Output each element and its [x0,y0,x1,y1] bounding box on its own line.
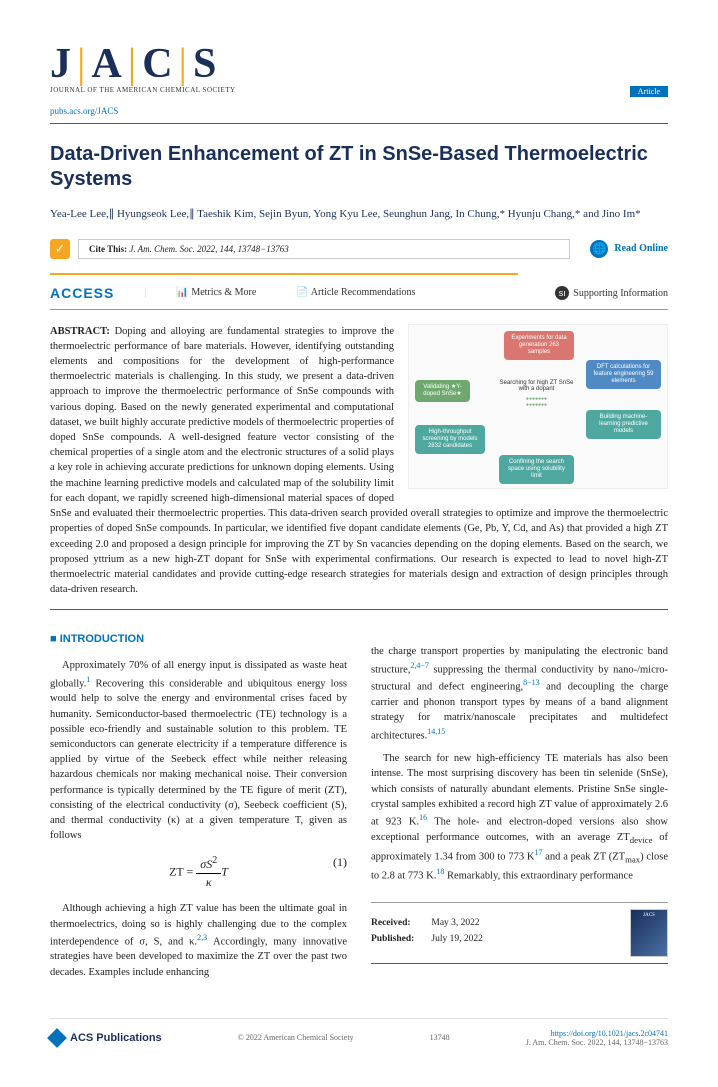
ref-1415[interactable]: 14,15 [427,727,445,736]
copyright: © 2022 American Chemical Society [238,1033,354,1042]
dates: Received: May 3, 2022 Published: July 19… [371,917,483,949]
acs-publications-logo: ACS Publications [50,1031,162,1045]
body-columns: INTRODUCTION Approximately 70% of all en… [50,614,668,987]
published-date: July 19, 2022 [431,934,482,944]
cite-box[interactable]: Cite This: J. Am. Chem. Soc. 2022, 144, … [78,239,570,259]
intro-header: INTRODUCTION [50,632,347,648]
journal-full-name: JOURNAL OF THE AMERICAN CHEMICAL SOCIETY [50,86,668,94]
toc-box-dft: DFT calculations for feature engineering… [586,360,661,390]
recommendations-link[interactable]: 📄 Article Recommendations [296,287,415,298]
divider-icon: | [144,287,146,298]
received-label: Received: [371,917,429,931]
cite-bar: ✓ Cite This: J. Am. Chem. Soc. 2022, 144… [50,239,668,259]
cite-label: Cite This: [89,244,127,254]
check-icon: ✓ [50,239,70,259]
intro-p4: The search for new high-efficiency TE ma… [371,751,668,883]
read-online-label: Read Online [614,243,668,254]
received-date: May 3, 2022 [431,918,479,928]
molecule-icon: ●●●●●●●●●●●●●● [494,396,579,408]
left-column: INTRODUCTION Approximately 70% of all en… [50,614,347,987]
access-bar: ACCESS | 📊 Metrics & More 📄 Article Reco… [50,277,668,310]
doi-link[interactable]: https://doi.org/10.1021/jacs.2c04741 [526,1029,668,1038]
published-label: Published: [371,933,429,947]
pubs-link[interactable]: pubs.acs.org/JACS [50,106,118,116]
dates-box: Received: May 3, 2022 Published: July 19… [371,902,668,964]
equation-1: ZT = σS2κT (1) [50,854,347,892]
abstract-section: Experiments for data generation 263 samp… [50,324,668,598]
cite-text: J. Am. Chem. Soc. 2022, 144, 13748−13763 [129,244,288,254]
toc-center-label: Searching for high ZT SnSe with a dopant… [494,380,579,408]
toc-box-ml: Building machine-learning predictive mod… [586,410,661,440]
ref-16[interactable]: 16 [419,813,427,822]
si-icon: sı [555,286,569,300]
intro-p3: the charge transport properties by manip… [371,644,668,743]
footer-citation: https://doi.org/10.1021/jacs.2c04741 J. … [526,1029,668,1047]
read-online-button[interactable]: 🌐 Read Online [590,240,668,258]
header-divider [50,123,668,124]
page-number: 13748 [430,1033,450,1042]
jacs-logo: J|A|C|S [50,40,668,88]
toc-box-experiments: Experiments for data generation 263 samp… [504,331,574,361]
orange-divider [50,273,518,275]
section-divider [50,609,668,610]
diamond-icon [47,1028,67,1048]
intro-p1: Approximately 70% of all energy input is… [50,658,347,843]
journal-header: J|A|C|S JOURNAL OF THE AMERICAN CHEMICAL… [50,40,668,94]
page: J|A|C|S JOURNAL OF THE AMERICAN CHEMICAL… [0,0,718,1087]
metrics-link[interactable]: 📊 Metrics & More [176,287,256,298]
access-label: ACCESS [50,285,114,301]
right-column: the charge transport properties by manip… [371,614,668,987]
toc-box-screening: High-throughput screening by models 2832… [415,425,485,455]
cover-thumbnail: JACS [630,909,668,957]
si-link[interactable]: sıSupporting Information [555,286,668,300]
toc-box-confining: Confining the search space using solubil… [499,455,574,485]
article-type-tag: Article [630,86,668,97]
footer-cite: J. Am. Chem. Soc. 2022, 144, 13748−13763 [526,1038,668,1047]
toc-graphic: Experiments for data generation 263 samp… [408,324,668,489]
ref-247[interactable]: 2,4−7 [410,661,429,670]
article-title: Data-Driven Enhancement of ZT in SnSe-Ba… [50,142,668,192]
abstract-label: ABSTRACT: [50,326,110,337]
eq-number: (1) [333,854,347,871]
page-footer: ACS Publications © 2022 American Chemica… [50,1018,668,1047]
toc-box-validating: Validating ★Y-doped SnSe★ [415,380,470,402]
ref-23[interactable]: 2,3 [197,933,207,942]
globe-icon: 🌐 [590,240,608,258]
ref-813[interactable]: 8−13 [523,678,540,687]
author-list: Yea-Lee Lee,∥ Hyungseok Lee,∥ Taeshik Ki… [50,206,668,223]
intro-p2: Although achieving a high ZT value has b… [50,901,347,980]
